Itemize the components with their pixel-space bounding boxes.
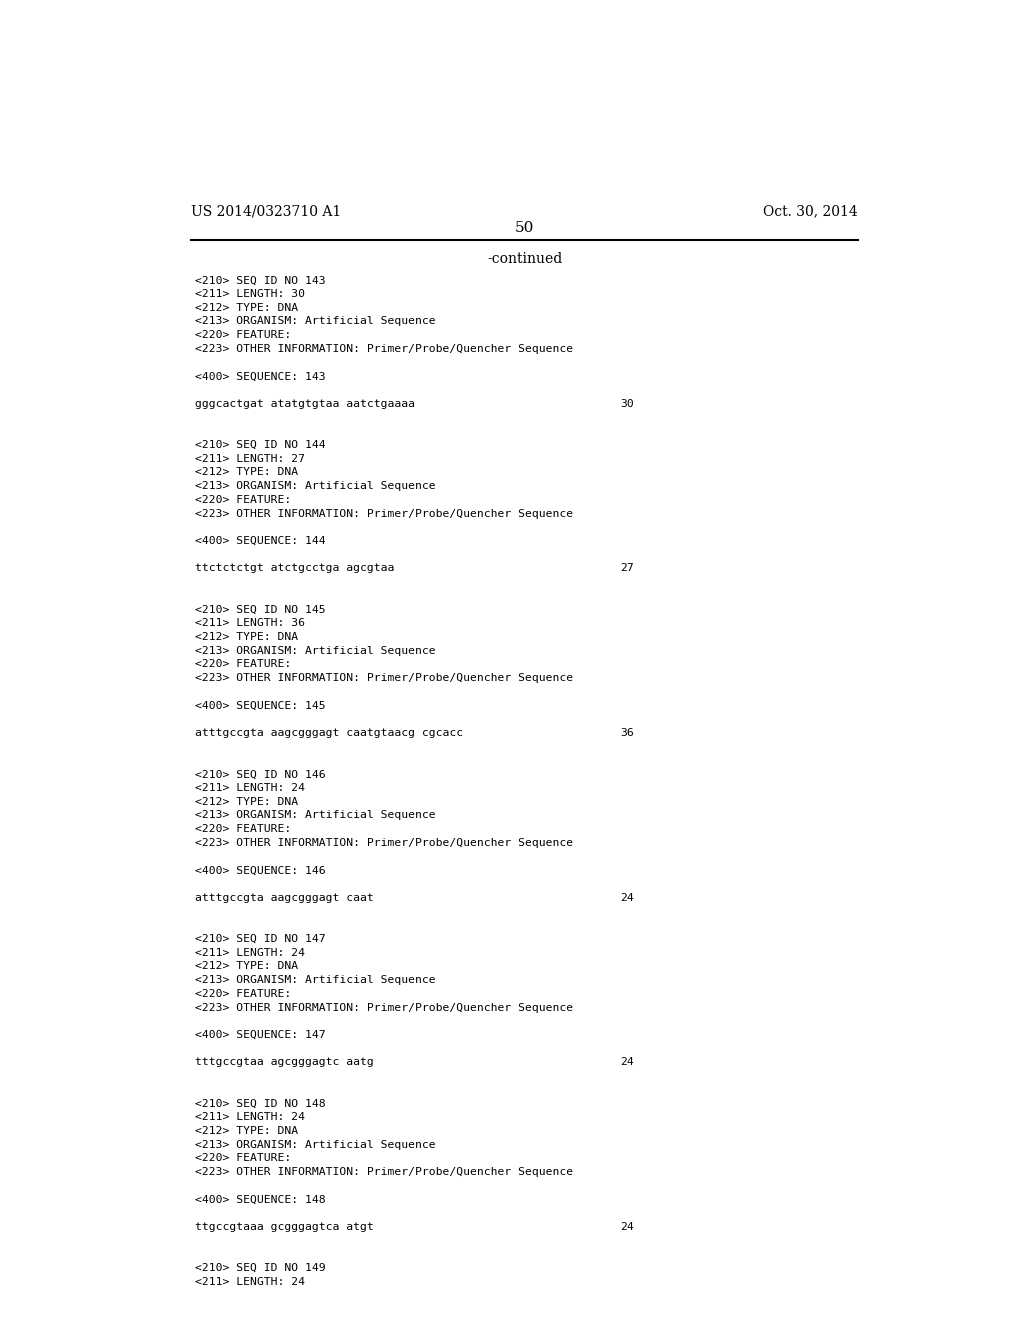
Text: <212> TYPE: DNA: <212> TYPE: DNA: [196, 961, 299, 972]
Text: -continued: -continued: [487, 252, 562, 265]
Text: <223> OTHER INFORMATION: Primer/Probe/Quencher Sequence: <223> OTHER INFORMATION: Primer/Probe/Qu…: [196, 673, 573, 684]
Text: <212> TYPE: DNA: <212> TYPE: DNA: [196, 797, 299, 807]
Text: <210> SEQ ID NO 145: <210> SEQ ID NO 145: [196, 605, 326, 615]
Text: atttgccgta aagcgggagt caatgtaacg cgcacc: atttgccgta aagcgggagt caatgtaacg cgcacc: [196, 729, 464, 738]
Text: <213> ORGANISM: Artificial Sequence: <213> ORGANISM: Artificial Sequence: [196, 480, 436, 491]
Text: <213> ORGANISM: Artificial Sequence: <213> ORGANISM: Artificial Sequence: [196, 1139, 436, 1150]
Text: 24: 24: [620, 1057, 634, 1068]
Text: <220> FEATURE:: <220> FEATURE:: [196, 330, 292, 341]
Text: <223> OTHER INFORMATION: Primer/Probe/Quencher Sequence: <223> OTHER INFORMATION: Primer/Probe/Qu…: [196, 838, 573, 847]
Text: <400> SEQUENCE: 147: <400> SEQUENCE: 147: [196, 1030, 326, 1040]
Text: <211> LENGTH: 24: <211> LENGTH: 24: [196, 1113, 305, 1122]
Text: <223> OTHER INFORMATION: Primer/Probe/Quencher Sequence: <223> OTHER INFORMATION: Primer/Probe/Qu…: [196, 1167, 573, 1177]
Text: <223> OTHER INFORMATION: Primer/Probe/Quencher Sequence: <223> OTHER INFORMATION: Primer/Probe/Qu…: [196, 508, 573, 519]
Text: <211> LENGTH: 24: <211> LENGTH: 24: [196, 783, 305, 793]
Text: <210> SEQ ID NO 146: <210> SEQ ID NO 146: [196, 770, 326, 779]
Text: <212> TYPE: DNA: <212> TYPE: DNA: [196, 467, 299, 478]
Text: ttgccgtaaa gcgggagtca atgt: ttgccgtaaa gcgggagtca atgt: [196, 1222, 374, 1232]
Text: <212> TYPE: DNA: <212> TYPE: DNA: [196, 1126, 299, 1137]
Text: US 2014/0323710 A1: US 2014/0323710 A1: [191, 205, 342, 218]
Text: <211> LENGTH: 24: <211> LENGTH: 24: [196, 1276, 305, 1287]
Text: <210> SEQ ID NO 148: <210> SEQ ID NO 148: [196, 1098, 326, 1109]
Text: 36: 36: [620, 729, 634, 738]
Text: <213> ORGANISM: Artificial Sequence: <213> ORGANISM: Artificial Sequence: [196, 645, 436, 656]
Text: 27: 27: [620, 564, 634, 573]
Text: <211> LENGTH: 24: <211> LENGTH: 24: [196, 948, 305, 957]
Text: atttgccgta aagcgggagt caat: atttgccgta aagcgggagt caat: [196, 892, 374, 903]
Text: <223> OTHER INFORMATION: Primer/Probe/Quencher Sequence: <223> OTHER INFORMATION: Primer/Probe/Qu…: [196, 345, 573, 354]
Text: <213> ORGANISM: Artificial Sequence: <213> ORGANISM: Artificial Sequence: [196, 317, 436, 326]
Text: <400> SEQUENCE: 144: <400> SEQUENCE: 144: [196, 536, 326, 546]
Text: <220> FEATURE:: <220> FEATURE:: [196, 1154, 292, 1163]
Text: tttgccgtaa agcgggagtc aatg: tttgccgtaa agcgggagtc aatg: [196, 1057, 374, 1068]
Text: <400> SEQUENCE: 145: <400> SEQUENCE: 145: [196, 701, 326, 710]
Text: <220> FEATURE:: <220> FEATURE:: [196, 824, 292, 834]
Text: <210> SEQ ID NO 147: <210> SEQ ID NO 147: [196, 935, 326, 944]
Text: gggcactgat atatgtgtaa aatctgaaaa: gggcactgat atatgtgtaa aatctgaaaa: [196, 399, 416, 409]
Text: Oct. 30, 2014: Oct. 30, 2014: [763, 205, 858, 218]
Text: <210> SEQ ID NO 144: <210> SEQ ID NO 144: [196, 440, 326, 450]
Text: <211> LENGTH: 27: <211> LENGTH: 27: [196, 454, 305, 463]
Text: <220> FEATURE:: <220> FEATURE:: [196, 495, 292, 504]
Text: <210> SEQ ID NO 143: <210> SEQ ID NO 143: [196, 276, 326, 285]
Text: <220> FEATURE:: <220> FEATURE:: [196, 660, 292, 669]
Text: <210> SEQ ID NO 149: <210> SEQ ID NO 149: [196, 1263, 326, 1274]
Text: <213> ORGANISM: Artificial Sequence: <213> ORGANISM: Artificial Sequence: [196, 810, 436, 821]
Text: <220> FEATURE:: <220> FEATURE:: [196, 989, 292, 999]
Text: <400> SEQUENCE: 146: <400> SEQUENCE: 146: [196, 866, 326, 875]
Text: 24: 24: [620, 892, 634, 903]
Text: 50: 50: [515, 222, 535, 235]
Text: 30: 30: [620, 399, 634, 409]
Text: <400> SEQUENCE: 143: <400> SEQUENCE: 143: [196, 371, 326, 381]
Text: <213> ORGANISM: Artificial Sequence: <213> ORGANISM: Artificial Sequence: [196, 975, 436, 985]
Text: <212> TYPE: DNA: <212> TYPE: DNA: [196, 632, 299, 642]
Text: <223> OTHER INFORMATION: Primer/Probe/Quencher Sequence: <223> OTHER INFORMATION: Primer/Probe/Qu…: [196, 1002, 573, 1012]
Text: 24: 24: [620, 1222, 634, 1232]
Text: <211> LENGTH: 30: <211> LENGTH: 30: [196, 289, 305, 300]
Text: ttctctctgt atctgcctga agcgtaa: ttctctctgt atctgcctga agcgtaa: [196, 564, 395, 573]
Text: <211> LENGTH: 36: <211> LENGTH: 36: [196, 618, 305, 628]
Text: <212> TYPE: DNA: <212> TYPE: DNA: [196, 302, 299, 313]
Text: <400> SEQUENCE: 148: <400> SEQUENCE: 148: [196, 1195, 326, 1205]
